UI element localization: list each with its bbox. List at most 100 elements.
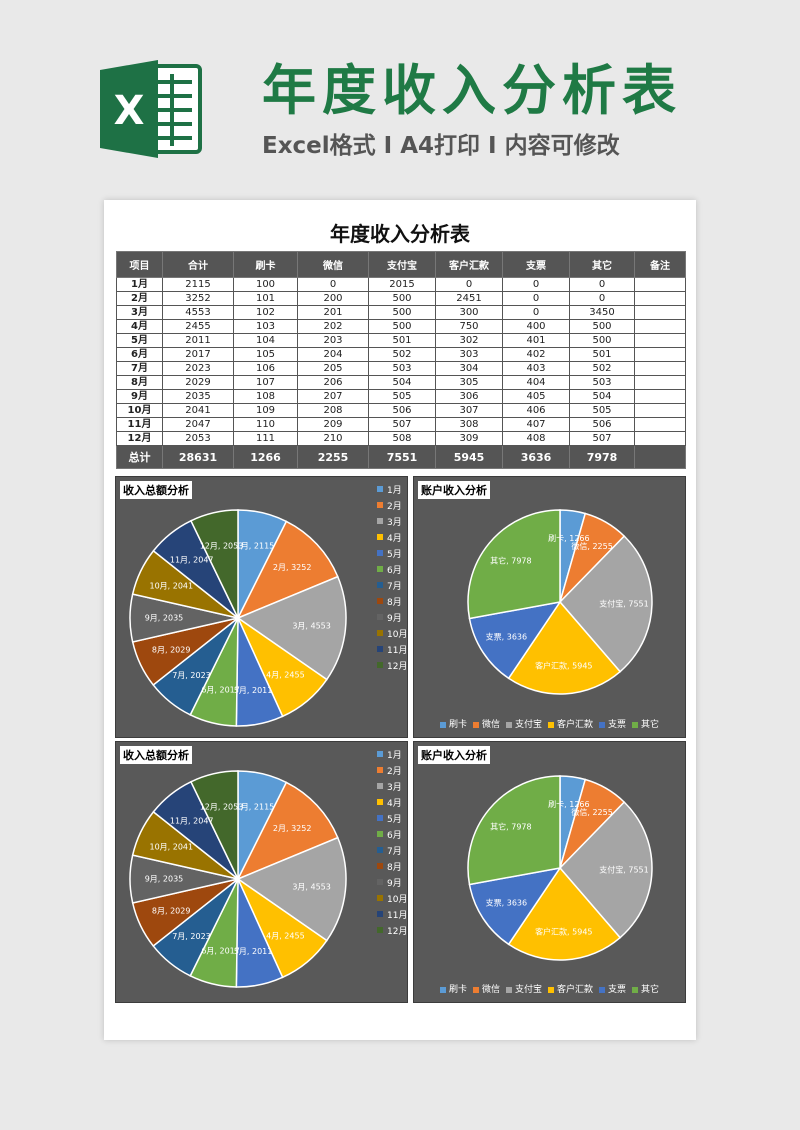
legend-label: 11月 bbox=[387, 910, 408, 921]
legend-swatch bbox=[632, 986, 639, 993]
total-cell: 2255 bbox=[297, 445, 369, 469]
table-header-row: 项目 合计 刷卡 微信 支付宝 客户汇款 支票 其它 备注 bbox=[116, 251, 686, 278]
legend-item: 5月 bbox=[377, 545, 407, 561]
pie-slice bbox=[507, 866, 622, 961]
table-cell: 505 bbox=[368, 389, 436, 404]
pie-slice bbox=[236, 836, 347, 942]
legend-item: 10月 bbox=[377, 890, 407, 906]
legend-swatch bbox=[377, 799, 383, 805]
data-label: 支票, 3636 bbox=[486, 632, 527, 642]
legend-item: 客户汇款 bbox=[548, 982, 593, 995]
legend-swatch bbox=[377, 582, 383, 588]
total-cell: 5945 bbox=[435, 445, 503, 469]
table-cell: 100 bbox=[233, 277, 298, 292]
legend-swatch bbox=[377, 751, 383, 757]
data-label: 6月, 2017 bbox=[201, 946, 240, 955]
table-cell: 503 bbox=[368, 361, 436, 376]
legend-label: 2月 bbox=[387, 501, 402, 512]
chart-title: 账户收入分析 bbox=[418, 481, 490, 499]
legend-swatch bbox=[377, 767, 383, 773]
pie-slice bbox=[467, 775, 561, 886]
table-cell: 508 bbox=[368, 431, 436, 446]
legend-swatch bbox=[377, 847, 383, 853]
table-cell: 203 bbox=[297, 333, 369, 348]
table-cell: 3450 bbox=[569, 305, 635, 320]
page-subtitle: Excel格式 I A4打印 I 内容可修改 bbox=[262, 133, 620, 159]
table-cell: 0 bbox=[502, 305, 570, 320]
data-label: 客户汇款, 5945 bbox=[535, 660, 592, 670]
table-cell: 300 bbox=[435, 305, 503, 320]
table-cell bbox=[634, 305, 686, 320]
legend-label: 刷卡 bbox=[448, 720, 467, 730]
legend-label: 10月 bbox=[387, 629, 408, 640]
table-cell: 2035 bbox=[162, 389, 234, 404]
row-label: 5月 bbox=[116, 333, 163, 348]
legend-item: 7月 bbox=[377, 577, 407, 593]
legend-label: 微信 bbox=[481, 720, 500, 730]
pie-slices bbox=[129, 770, 347, 988]
pie-slices bbox=[129, 509, 347, 727]
table-cell: 111 bbox=[233, 431, 298, 446]
table-cell: 2023 bbox=[162, 361, 234, 376]
table-row: 10月 2041 109 208 506 307 406 505 bbox=[116, 403, 686, 418]
table-cell: 404 bbox=[502, 375, 570, 390]
legend-item: 微信 bbox=[472, 982, 500, 995]
table-cell: 400 bbox=[502, 319, 570, 334]
table-cell: 2041 bbox=[162, 403, 234, 418]
data-label: 1月, 2115 bbox=[236, 542, 275, 551]
data-label: 微信, 2255 bbox=[571, 807, 612, 817]
total-cell bbox=[634, 445, 686, 469]
pie-slice bbox=[189, 770, 239, 880]
legend-swatch bbox=[377, 486, 383, 492]
legend-item: 2月 bbox=[377, 762, 407, 778]
legend-swatch bbox=[377, 550, 383, 556]
document-title: 年度收入分析表 bbox=[330, 222, 470, 246]
data-label: 10月, 2041 bbox=[149, 582, 193, 591]
table-cell: 750 bbox=[435, 319, 503, 334]
table-cell: 104 bbox=[233, 333, 298, 348]
pie-slice bbox=[507, 600, 622, 695]
data-label: 7月, 2023 bbox=[172, 932, 211, 941]
table-cell: 506 bbox=[368, 403, 436, 418]
data-label: 刷卡, 1266 bbox=[548, 799, 589, 809]
legend-item: 2月 bbox=[377, 497, 407, 513]
total-cell: 28631 bbox=[162, 445, 234, 469]
table-cell: 105 bbox=[233, 347, 298, 362]
table-cell bbox=[634, 291, 686, 306]
table-row: 9月 2035 108 207 505 306 405 504 bbox=[116, 389, 686, 404]
legend-swatch bbox=[377, 831, 383, 837]
data-label: 11月, 2047 bbox=[170, 556, 214, 565]
legend-swatch bbox=[377, 927, 383, 933]
legend-swatch bbox=[377, 502, 383, 508]
total-row: 总计 28631 1266 2255 7551 5945 3636 7978 bbox=[116, 445, 686, 469]
total-cell: 7978 bbox=[569, 445, 635, 469]
table-row: 11月 2047 110 209 507 308 407 506 bbox=[116, 417, 686, 432]
table-cell: 305 bbox=[435, 375, 503, 390]
legend-swatch bbox=[377, 566, 383, 572]
table-cell: 500 bbox=[569, 333, 635, 348]
legend-label: 12月 bbox=[387, 661, 408, 672]
legend-label: 其它 bbox=[641, 985, 660, 995]
table-cell: 306 bbox=[435, 389, 503, 404]
legend-item: 8月 bbox=[377, 593, 407, 609]
table-cell bbox=[634, 319, 686, 334]
legend-label: 支付宝 bbox=[514, 720, 542, 730]
pie-slice bbox=[236, 781, 339, 881]
data-label: 4月, 2455 bbox=[266, 931, 305, 940]
legend-item: 5月 bbox=[377, 810, 407, 826]
data-label: 微信, 2255 bbox=[571, 541, 612, 551]
legend-label: 3月 bbox=[387, 517, 402, 528]
table-row: 4月 2455 103 202 500 750 400 500 bbox=[116, 319, 686, 334]
data-label: 5月, 2011 bbox=[234, 686, 273, 695]
pie-slices bbox=[467, 775, 653, 961]
data-label: 12月, 2053 bbox=[200, 541, 244, 550]
table-cell: 407 bbox=[502, 417, 570, 432]
table-cell: 103 bbox=[233, 319, 298, 334]
row-label: 6月 bbox=[116, 347, 163, 362]
table-cell: 101 bbox=[233, 291, 298, 306]
table-row: 1月 2115 100 0 2015 0 0 0 bbox=[116, 277, 686, 292]
chart-legend: 1月 2月 3月 4月 5月 6月 7月 8月 9月 10月 11月 12月 bbox=[377, 481, 407, 673]
data-label: 其它, 7978 bbox=[490, 822, 531, 832]
chart-title: 收入总额分析 bbox=[120, 746, 192, 764]
